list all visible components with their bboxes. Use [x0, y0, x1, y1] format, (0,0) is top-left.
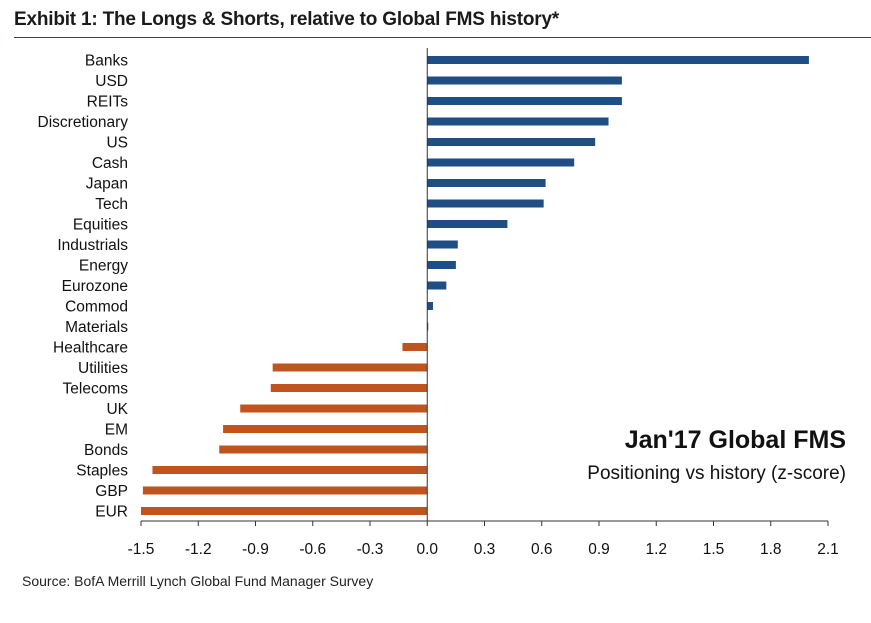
annotation-subtitle: Positioning vs history (z-score) [587, 463, 846, 484]
title-divider [14, 37, 871, 38]
bar-tech [427, 199, 544, 208]
bar-utilities [272, 363, 428, 372]
category-label-tech: Tech [95, 196, 128, 213]
category-label-usd: USD [95, 73, 128, 90]
x-tick-label: 1.5 [703, 541, 725, 558]
x-tick-label: 2.1 [817, 541, 839, 558]
x-tick-label: -0.3 [357, 541, 384, 558]
category-label-eurozone: Eurozone [62, 278, 128, 295]
x-tick-label: -0.6 [299, 541, 326, 558]
bar-uk [240, 404, 428, 413]
category-label-uk: UK [106, 401, 128, 418]
bar-eurozone [427, 281, 447, 290]
category-label-materials: Materials [65, 319, 128, 336]
bar-japan [427, 179, 546, 187]
bar-telecoms [270, 384, 428, 392]
category-label-healthcare: Healthcare [53, 340, 128, 357]
bars-group [141, 56, 809, 515]
category-label-bonds: Bonds [84, 442, 128, 459]
category-label-em: EM [105, 422, 128, 439]
category-label-cash: Cash [92, 155, 128, 172]
category-label-reits: REITs [87, 94, 129, 111]
annotation-title: Jan'17 Global FMS [625, 426, 846, 454]
bar-discretionary [427, 117, 609, 126]
x-tick-label: -0.9 [242, 541, 269, 558]
bar-em [223, 425, 428, 433]
bar-industrials [427, 240, 458, 249]
category-label-us: US [106, 135, 128, 152]
bar-staples [152, 466, 428, 474]
x-tick-label: 1.2 [645, 541, 667, 558]
x-tick-label: 0.0 [416, 541, 438, 558]
x-axis-ticks: -1.5 -1.2 -0.9 -0.6 -0.3 0.0 0.3 0.6 0.9 1.2 1.5 1.… [128, 521, 839, 558]
category-label-commod: Commod [65, 299, 128, 316]
x-tick-label: -1.2 [185, 541, 212, 558]
category-label-equities: Equities [73, 217, 128, 234]
bar-equities [427, 220, 508, 228]
category-label-banks: Banks [85, 53, 128, 70]
bar-bonds [219, 445, 428, 454]
bar-commod [427, 302, 433, 310]
category-label-telecoms: Telecoms [63, 381, 129, 398]
bar-cash [427, 158, 575, 167]
category-labels: Banks USD REITs Discretionary US Cash Japan Tec… [38, 53, 129, 521]
x-tick-label: 0.9 [588, 541, 610, 558]
bar-gbp [142, 486, 428, 495]
category-label-industrials: Industrials [57, 237, 128, 254]
bar-usd [427, 76, 622, 85]
category-label-japan: Japan [86, 176, 128, 193]
category-label-energy: Energy [79, 258, 128, 275]
bar-us [427, 138, 596, 146]
bar-healthcare [402, 343, 428, 351]
x-tick-label: 0.3 [474, 541, 496, 558]
bar-reits [427, 97, 622, 105]
category-label-staples: Staples [76, 463, 128, 480]
category-label-gbp: GBP [95, 483, 128, 500]
x-tick-label: -1.5 [128, 541, 155, 558]
x-tick-label: 0.6 [531, 541, 553, 558]
category-label-utilities: Utilities [78, 360, 128, 377]
x-tick-label: 1.8 [760, 541, 782, 558]
bar-eur [141, 507, 428, 515]
chart-title: Exhibit 1: The Longs & Shorts, relative … [14, 9, 560, 30]
source-note: Source: BofA Merrill Lynch Global Fund M… [22, 573, 374, 589]
category-label-discretionary: Discretionary [38, 114, 129, 131]
bar-energy [427, 261, 456, 269]
bar-banks [427, 56, 809, 64]
category-label-eur: EUR [95, 504, 128, 521]
